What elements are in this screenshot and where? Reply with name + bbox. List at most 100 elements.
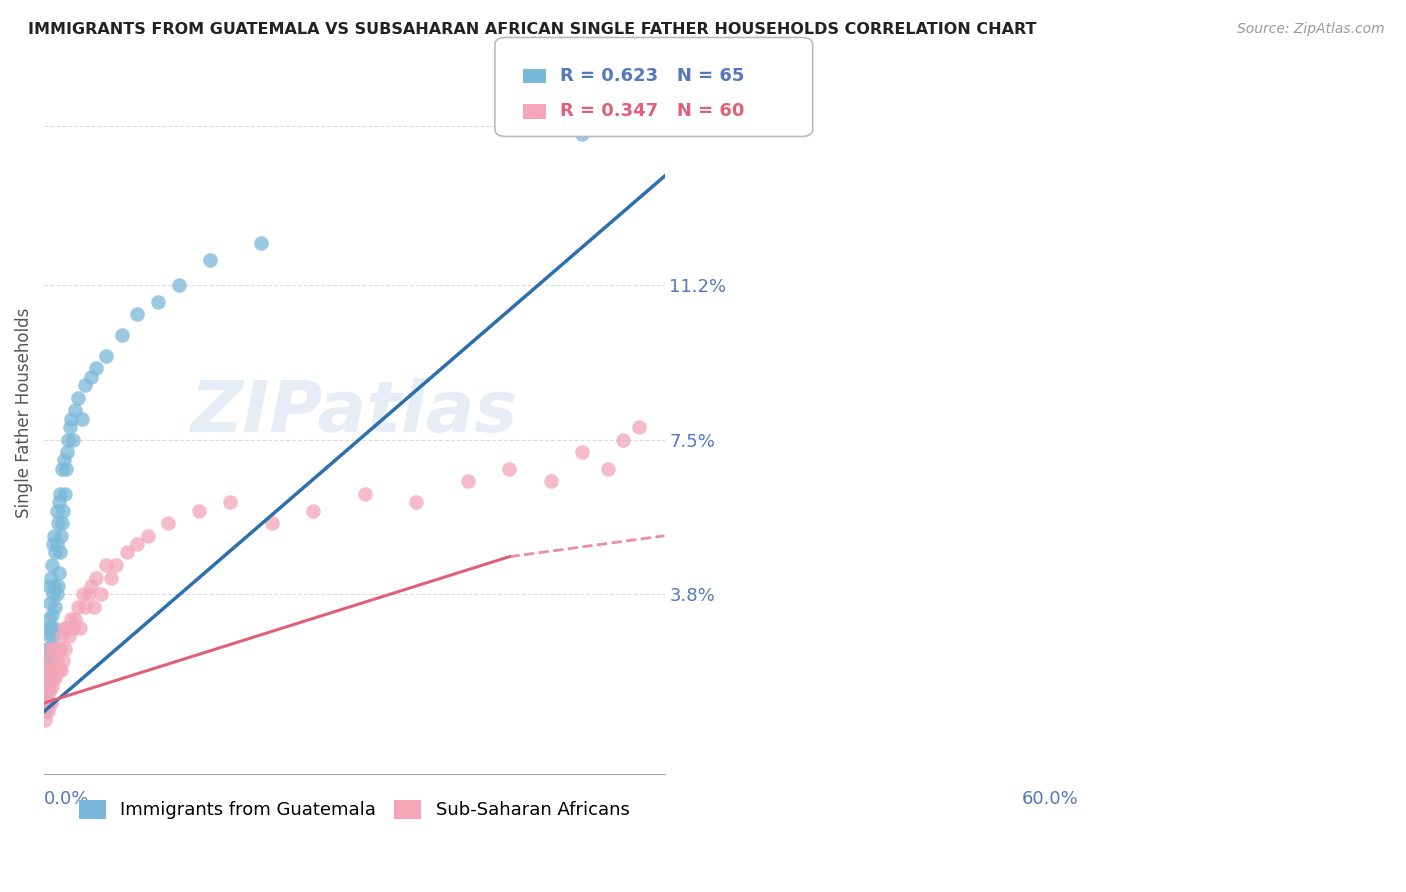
Text: R = 0.623   N = 65: R = 0.623 N = 65 xyxy=(560,67,744,85)
Point xyxy=(39,683,62,698)
Point xyxy=(52,453,75,467)
Point xyxy=(41,621,63,635)
Point xyxy=(219,495,242,509)
Point xyxy=(46,516,69,531)
Point xyxy=(51,629,73,643)
Point xyxy=(72,411,94,425)
Point xyxy=(48,566,70,581)
Point xyxy=(38,579,60,593)
Point xyxy=(48,663,70,677)
Point xyxy=(105,558,128,572)
Point xyxy=(35,683,58,698)
Point xyxy=(44,599,66,614)
Point xyxy=(37,671,59,685)
Point xyxy=(79,579,101,593)
Point xyxy=(41,608,63,623)
Point xyxy=(115,545,138,559)
Point xyxy=(58,629,80,643)
Point xyxy=(77,587,100,601)
Point xyxy=(34,705,56,719)
Y-axis label: Single Father Households: Single Father Households xyxy=(15,307,32,517)
Point xyxy=(75,599,97,614)
Point xyxy=(39,641,62,656)
Point xyxy=(48,495,70,509)
Point xyxy=(302,504,325,518)
Point xyxy=(72,587,94,601)
Point xyxy=(42,629,65,643)
Point xyxy=(157,516,180,531)
Point xyxy=(35,663,58,677)
Point xyxy=(59,420,82,434)
Point xyxy=(84,361,107,376)
Point xyxy=(405,495,427,509)
Text: R = 0.347   N = 60: R = 0.347 N = 60 xyxy=(560,103,744,120)
Point xyxy=(37,654,59,668)
Point xyxy=(67,391,90,405)
Point xyxy=(41,558,63,572)
Point xyxy=(44,545,66,559)
Point xyxy=(48,545,70,559)
Point xyxy=(38,612,60,626)
Point xyxy=(45,537,67,551)
Point xyxy=(45,504,67,518)
Text: 60.0%: 60.0% xyxy=(1021,790,1078,808)
Point xyxy=(37,683,59,698)
Point xyxy=(37,683,59,698)
Point xyxy=(45,654,67,668)
Point xyxy=(41,679,63,693)
Point xyxy=(44,641,66,656)
Point xyxy=(46,641,69,656)
Point xyxy=(51,516,73,531)
Text: IMMIGRANTS FROM GUATEMALA VS SUBSAHARAN AFRICAN SINGLE FATHER HOUSEHOLDS CORRELA: IMMIGRANTS FROM GUATEMALA VS SUBSAHARAN … xyxy=(28,22,1036,37)
Point xyxy=(38,641,60,656)
Point xyxy=(498,462,520,476)
Point xyxy=(52,621,75,635)
Point xyxy=(37,671,59,685)
Point xyxy=(63,612,86,626)
Text: 0.0%: 0.0% xyxy=(44,790,90,808)
Point xyxy=(42,587,65,601)
Point xyxy=(62,621,84,635)
Point xyxy=(34,713,56,727)
Point xyxy=(457,475,479,489)
Point xyxy=(39,663,62,677)
Point xyxy=(56,621,79,635)
Point xyxy=(41,641,63,656)
Point xyxy=(51,462,73,476)
Point xyxy=(39,596,62,610)
Point xyxy=(596,462,619,476)
Point xyxy=(260,516,283,531)
Point xyxy=(37,641,59,656)
Point xyxy=(62,433,84,447)
Point xyxy=(46,579,69,593)
Point xyxy=(59,411,82,425)
Legend: Immigrants from Guatemala, Sub-Saharan Africans: Immigrants from Guatemala, Sub-Saharan A… xyxy=(72,793,637,827)
Point xyxy=(49,663,72,677)
Point xyxy=(41,696,63,710)
Point xyxy=(44,579,66,593)
Point xyxy=(49,529,72,543)
Point xyxy=(38,654,60,668)
Point xyxy=(41,654,63,668)
Point xyxy=(56,433,79,447)
Point xyxy=(188,504,211,518)
Point xyxy=(540,475,562,489)
Point xyxy=(353,487,375,501)
Point xyxy=(100,571,122,585)
Point xyxy=(79,369,101,384)
Point xyxy=(48,487,70,501)
Point xyxy=(44,621,66,635)
Point xyxy=(41,663,63,677)
Point xyxy=(84,571,107,585)
Point xyxy=(53,487,76,501)
Point xyxy=(42,671,65,685)
Point xyxy=(136,529,159,543)
Point xyxy=(198,252,221,267)
Point xyxy=(44,663,66,677)
Point xyxy=(39,629,62,643)
Point xyxy=(37,663,59,677)
Point xyxy=(59,612,82,626)
Point xyxy=(96,349,118,363)
Point xyxy=(41,571,63,585)
Point xyxy=(35,696,58,710)
